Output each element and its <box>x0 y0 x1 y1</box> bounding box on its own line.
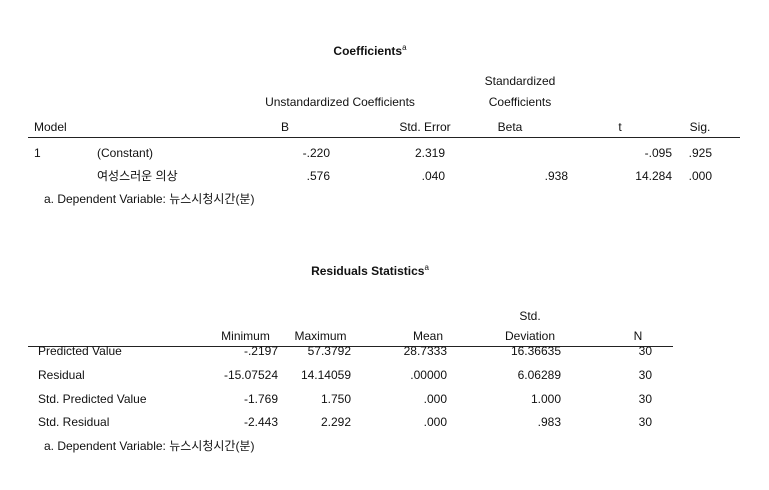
cell-std-deviation: 16.36635 <box>510 344 561 358</box>
cell-minimum: -15.07524 <box>223 368 278 382</box>
cell-maximum: 1.750 <box>320 392 351 406</box>
cell-minimum: -.2197 <box>243 344 278 358</box>
residuals-title: Residuals Statisticsa <box>311 263 429 278</box>
cell-term: 여성스러운 의상 <box>97 169 178 183</box>
col-header-minimum: Minimum <box>221 329 270 343</box>
coefficients-footnote: a. Dependent Variable: 뉴스시청시간(분) <box>44 192 255 206</box>
cell-label: Std. Residual <box>38 415 110 429</box>
cell-t: -.095 <box>644 146 672 160</box>
col-header-b: B <box>280 120 289 134</box>
cell-b: -.220 <box>302 146 330 160</box>
cell-mean: .000 <box>423 415 447 429</box>
cell-label: Residual <box>38 368 85 382</box>
cell-minimum: -1.769 <box>243 392 278 406</box>
cell-minimum: -2.443 <box>243 415 278 429</box>
cell-std-deviation: .983 <box>537 415 561 429</box>
cell-mean: 28.7333 <box>403 344 447 358</box>
col-header-std-deviation: Deviation <box>504 329 556 343</box>
cell-mean: .00000 <box>410 368 447 382</box>
cell-maximum: 2.292 <box>320 415 351 429</box>
cell-label: Std. Predicted Value <box>38 392 147 406</box>
col-header-mean: Mean <box>412 329 444 343</box>
col-header-t: t <box>618 120 622 134</box>
cell-n: 30 <box>638 392 652 406</box>
cell-mean: .000 <box>423 392 447 406</box>
residuals-footnote: a. Dependent Variable: 뉴스시청시간(분) <box>44 439 255 453</box>
cell-maximum: 57.3792 <box>307 344 351 358</box>
standardized-header-line2: Coefficients <box>488 95 552 109</box>
col-header-std-error: Std. Error <box>399 120 451 134</box>
cell-std-error: 2.319 <box>414 146 445 160</box>
unstandardized-header: Unstandardized Coefficients <box>265 95 415 109</box>
cell-model: 1 <box>34 146 41 160</box>
cell-std-deviation: 1.000 <box>530 392 561 406</box>
cell-n: 30 <box>638 344 652 358</box>
col-header-beta: Beta <box>497 120 523 134</box>
col-header-model: Model <box>34 120 67 134</box>
cell-sig: .000 <box>688 169 712 183</box>
col-header-maximum: Maximum <box>294 329 347 343</box>
cell-std-error: .040 <box>421 169 445 183</box>
cell-label: Predicted Value <box>38 344 122 358</box>
cell-n: 30 <box>638 368 652 382</box>
cell-term: (Constant) <box>97 146 154 160</box>
coefficients-title: Coefficientsa <box>333 43 407 58</box>
col-header-sig: Sig. <box>689 120 711 134</box>
standardized-header-line1: Standardized <box>484 74 556 88</box>
cell-beta: .938 <box>544 169 568 183</box>
cell-n: 30 <box>638 415 652 429</box>
cell-std-deviation: 6.06289 <box>517 368 561 382</box>
cell-sig: .925 <box>688 146 712 160</box>
header-divider <box>28 137 740 138</box>
col-header-std-line1: Std. <box>519 309 541 323</box>
col-header-n: N <box>633 329 643 343</box>
cell-maximum: 14.14059 <box>300 368 351 382</box>
cell-t: 14.284 <box>635 169 672 183</box>
header-divider <box>28 346 673 347</box>
cell-b: .576 <box>306 169 330 183</box>
